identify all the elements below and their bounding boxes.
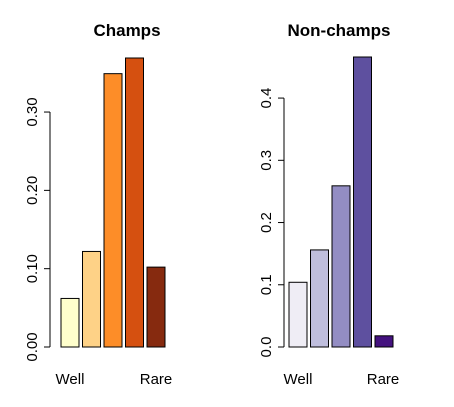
non-champs-title: Non-champs xyxy=(288,21,391,40)
non-champs-y-tick-label: 0.0 xyxy=(258,337,275,358)
non-champs-bar-2 xyxy=(310,249,329,348)
non-champs-bar-1 xyxy=(288,281,308,348)
champs-bar-4 xyxy=(125,57,144,348)
champs-y-tick-label: 0.00 xyxy=(24,332,41,361)
non-champs-y-tick-label: 0.2 xyxy=(258,212,275,233)
non-champs-y-tick-label: 0.3 xyxy=(258,150,275,171)
non-champs-bar-5 xyxy=(374,335,394,348)
champs-category-label-rare: Rare xyxy=(140,371,173,388)
non-champs-panel: Non-champs 0.0 0.1 0.2 0.3 0.4 Well Rare xyxy=(258,21,399,388)
non-champs-bar-4 xyxy=(353,56,372,348)
non-champs-category-label-rare: Rare xyxy=(367,371,400,388)
champs-y-tick-label: 0.30 xyxy=(24,97,41,126)
champs-y-tick-label: 0.10 xyxy=(24,254,41,283)
non-champs-y-tick-label: 0.4 xyxy=(258,88,275,109)
champs-bar-2 xyxy=(82,250,101,348)
champs-bar-3 xyxy=(103,73,123,348)
non-champs-category-label-well: Well xyxy=(284,371,313,388)
champs-y-tick-label: 0.20 xyxy=(24,176,41,205)
non-champs-bar-3 xyxy=(331,185,351,348)
champs-category-label-well: Well xyxy=(56,371,85,388)
champs-title: Champs xyxy=(93,21,160,40)
champs-bar-5 xyxy=(146,266,166,348)
champs-panel: Champs 0.00 0.10 0.20 0.30 Well Rare xyxy=(24,21,172,388)
champs-bar-1 xyxy=(60,297,80,348)
non-champs-y-tick-label: 0.1 xyxy=(258,274,275,295)
